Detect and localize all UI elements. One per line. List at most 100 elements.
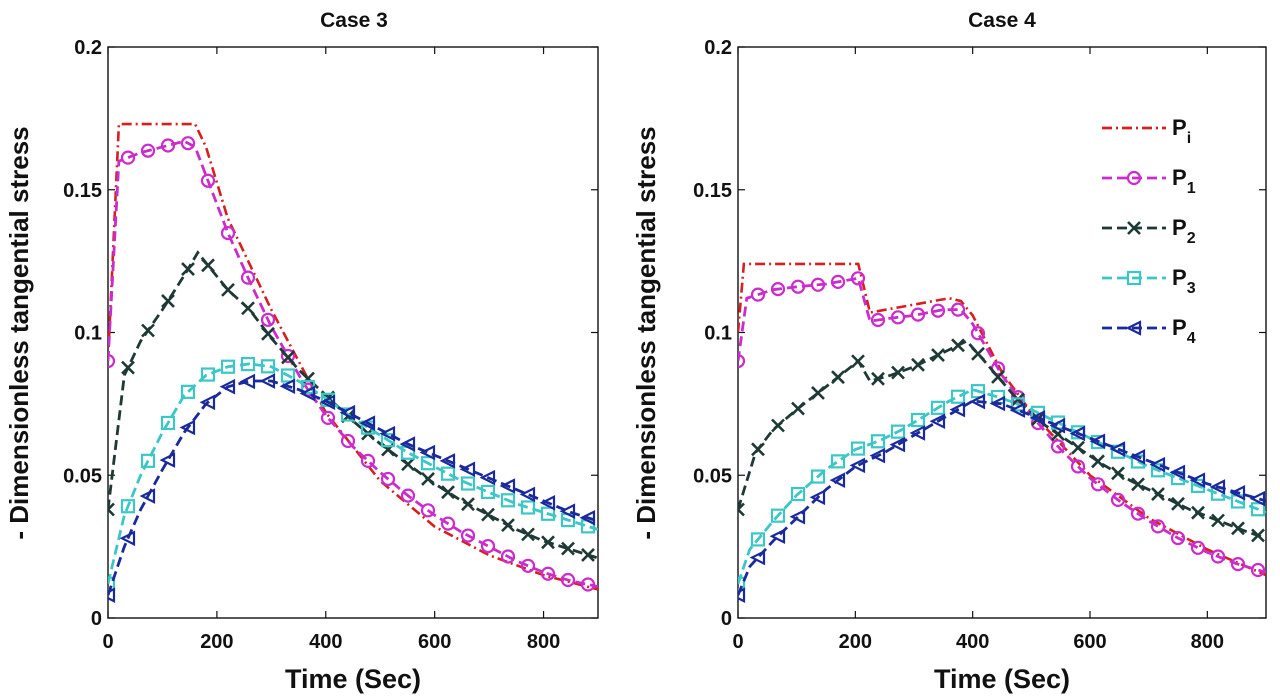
y-tick-label: 0.05 bbox=[63, 465, 102, 487]
data-point bbox=[949, 401, 966, 418]
data-point bbox=[559, 503, 576, 519]
data-point bbox=[201, 258, 215, 273]
data-point bbox=[1091, 454, 1105, 469]
data-point bbox=[240, 357, 256, 372]
data-point bbox=[139, 488, 156, 504]
data-point bbox=[869, 447, 886, 464]
data-point bbox=[810, 277, 826, 292]
series-line bbox=[108, 362, 598, 585]
legend-item-p2: P2 bbox=[1102, 215, 1196, 247]
legend: Pi P 1 P2 P3 P4 bbox=[1102, 115, 1196, 347]
data-point bbox=[1109, 441, 1126, 457]
data-point bbox=[850, 271, 866, 286]
data-point bbox=[830, 454, 846, 469]
data-point bbox=[849, 457, 866, 474]
chart-case-3: Case 3 - Dimensionless tangential stress… bbox=[4, 9, 599, 694]
data-point bbox=[831, 370, 845, 385]
data-point bbox=[1089, 433, 1106, 450]
data-point bbox=[929, 413, 946, 430]
y-tick-label: 0.1 bbox=[704, 323, 732, 345]
x-tick-label: 600 bbox=[1073, 631, 1106, 653]
data-point bbox=[359, 415, 376, 431]
chart-title: Case 4 bbox=[968, 9, 1036, 32]
data-point bbox=[1249, 490, 1266, 507]
data-point bbox=[1069, 425, 1086, 442]
data-point bbox=[400, 488, 416, 503]
y-tick-label: 0.2 bbox=[74, 37, 102, 59]
data-point bbox=[108, 353, 116, 369]
data-point bbox=[870, 434, 886, 449]
data-point bbox=[1171, 496, 1185, 511]
tick-labels: 0 200 400 600 800 0 0.05 0.1 0.15 0.2 bbox=[63, 37, 560, 653]
data-point bbox=[910, 412, 926, 428]
data-point bbox=[931, 348, 945, 362]
x-tick-label: 400 bbox=[956, 631, 989, 653]
data-point bbox=[1131, 477, 1145, 492]
data-point bbox=[460, 476, 476, 491]
data-point bbox=[261, 326, 275, 341]
legend-item-pi: Pi bbox=[1102, 115, 1191, 147]
data-point bbox=[160, 415, 176, 431]
data-point bbox=[159, 452, 176, 468]
data-point bbox=[970, 326, 986, 341]
data-point bbox=[738, 587, 746, 603]
data-point bbox=[751, 442, 765, 457]
plot-area bbox=[737, 46, 1267, 619]
legend-label: P3 bbox=[1172, 265, 1196, 297]
data-point bbox=[1229, 484, 1246, 501]
x-tick-label: 200 bbox=[200, 631, 233, 653]
data-point bbox=[769, 528, 786, 545]
data-point bbox=[1049, 417, 1066, 434]
y-tick-label: 0.05 bbox=[693, 465, 732, 487]
data-point bbox=[459, 461, 476, 478]
data-point bbox=[379, 425, 396, 442]
data-point bbox=[439, 453, 456, 469]
data-point bbox=[950, 302, 966, 317]
legend-label-main: P bbox=[1172, 315, 1187, 340]
data-point bbox=[1250, 502, 1266, 517]
data-point bbox=[520, 558, 536, 573]
data-point bbox=[1070, 459, 1086, 474]
x-axis-label: Time (Sec) bbox=[285, 664, 421, 694]
data-point bbox=[950, 389, 966, 404]
data-point bbox=[460, 528, 476, 543]
data-point bbox=[911, 357, 925, 372]
tick-labels: 0 200 400 600 800 0 0.05 0.1 0.15 0.2 bbox=[693, 37, 1224, 653]
data-point bbox=[199, 394, 216, 411]
x-tick-label: 400 bbox=[309, 631, 342, 653]
data-point bbox=[871, 371, 885, 386]
data-point bbox=[179, 419, 196, 436]
y-tick-label: 0.15 bbox=[693, 180, 732, 202]
data-point bbox=[260, 312, 276, 327]
series-line bbox=[108, 122, 598, 591]
data-point bbox=[541, 535, 555, 550]
chart-title: Case 3 bbox=[320, 9, 388, 32]
data-point bbox=[220, 359, 236, 374]
data-point bbox=[200, 367, 216, 382]
data-point bbox=[481, 507, 495, 522]
data-point bbox=[830, 274, 846, 289]
data-point bbox=[1071, 440, 1085, 455]
data-point bbox=[420, 503, 436, 518]
data-point bbox=[108, 502, 115, 517]
data-point bbox=[520, 500, 536, 515]
legend-label-sub: 1 bbox=[1187, 180, 1196, 197]
data-point bbox=[299, 385, 316, 402]
data-point bbox=[421, 472, 435, 486]
data-point bbox=[540, 566, 556, 581]
data-point bbox=[579, 510, 596, 526]
data-point bbox=[1231, 521, 1245, 536]
data-point bbox=[750, 532, 766, 547]
data-point bbox=[519, 486, 536, 503]
data-point bbox=[119, 530, 136, 547]
data-point bbox=[1191, 505, 1205, 520]
x-tick-label: 0 bbox=[732, 631, 743, 653]
legend-label: P4 bbox=[1172, 315, 1196, 347]
data-point bbox=[239, 373, 256, 390]
data-point bbox=[319, 394, 336, 410]
axes-frame bbox=[107, 46, 599, 619]
data-point bbox=[870, 312, 886, 328]
legend-item-p3: P3 bbox=[1102, 265, 1196, 297]
legend-label-sub: 4 bbox=[1187, 330, 1196, 347]
data-point bbox=[479, 469, 496, 486]
